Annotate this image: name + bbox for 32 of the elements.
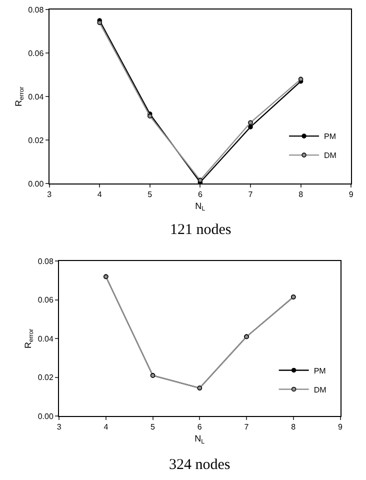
x-tick-label: 3 (47, 190, 52, 200)
y-tick-label: 0.04 (28, 92, 44, 102)
y-tick-label: 0.04 (38, 334, 54, 344)
legend-label: DM (324, 151, 337, 160)
legend-label: PM (314, 366, 326, 376)
x-axis-title: N$_{L}$ (194, 434, 206, 446)
x-tick-label: 4 (97, 190, 102, 200)
y-tick-label: 0.06 (28, 48, 44, 58)
y-tick-label: 0.00 (28, 179, 44, 188)
y-tick-label: 0.08 (28, 5, 44, 14)
x-tick-label: 8 (298, 190, 304, 200)
y-tick-label: 0.06 (38, 296, 54, 305)
x-tick-label: 5 (150, 422, 156, 432)
x-tick-label: 7 (244, 422, 250, 432)
y-tick-label: 0.02 (38, 373, 54, 382)
x-tick-label: 3 (56, 422, 62, 432)
text: 121 nodes (170, 222, 232, 238)
x-tick-label: 4 (104, 422, 109, 432)
x-tick-label: 7 (248, 190, 254, 200)
x-tick-label: 9 (338, 422, 344, 432)
x-tick-label: 8 (291, 422, 296, 432)
legend-label: DM (314, 385, 327, 394)
legend-label: PM (324, 132, 336, 142)
y-tick-label: 0.08 (38, 256, 54, 266)
x-tick-label: 6 (198, 190, 203, 200)
y-tick-label: 0.02 (28, 136, 44, 145)
y-tick-label: 0.00 (38, 412, 54, 421)
x-axis-title: N$_{L}$ (195, 200, 206, 213)
text: 324 nodes (169, 457, 230, 473)
x-tick-label: 9 (348, 190, 354, 200)
x-tick-label: 6 (197, 422, 202, 432)
x-tick-label: 5 (148, 190, 153, 200)
